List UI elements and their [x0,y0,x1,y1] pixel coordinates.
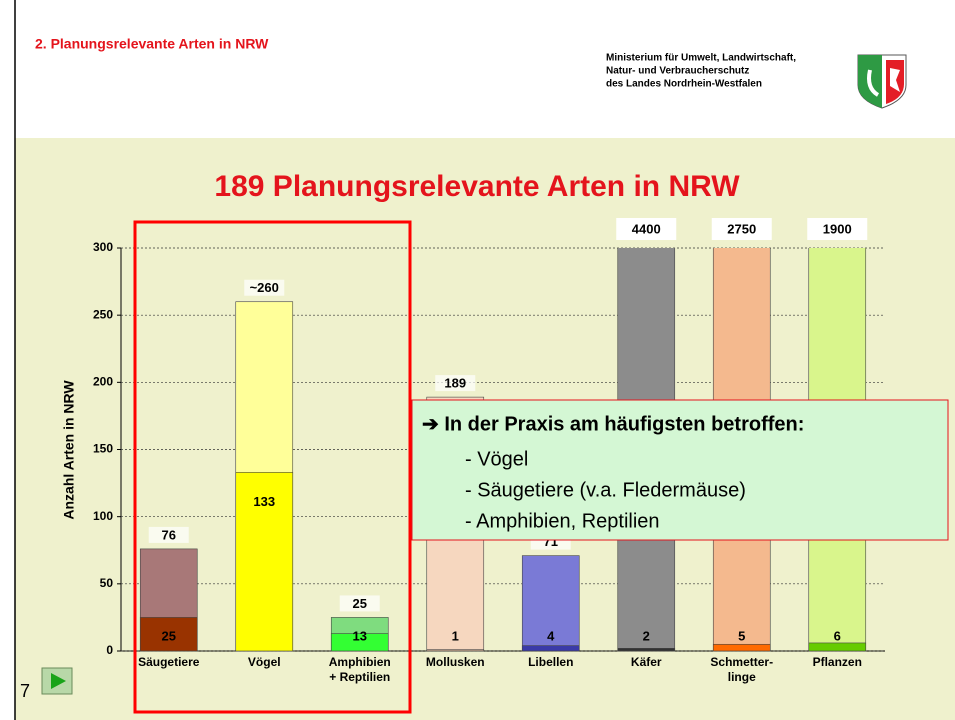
value-label: 2750 [727,221,756,236]
callout-heading: ➔ In der Praxis am häufigsten betroffen: [422,413,804,435]
y-tick-label: 300 [93,240,113,254]
value-label: 1900 [823,221,852,236]
ministry-line: Ministerium für Umwelt, Landwirtschaft, [606,53,796,64]
value-label: 76 [162,527,176,542]
y-tick-label: 200 [93,375,113,389]
y-tick-label: 150 [93,442,113,456]
x-tick-label: Säugetiere [138,655,200,669]
y-tick-label: 250 [93,307,113,321]
bar [522,646,579,651]
chart-title: 189 Planungsrelevante Arten in NRW [214,170,740,203]
value-label: 6 [834,628,841,643]
value-label: ~260 [250,280,279,295]
y-tick-label: 100 [93,509,113,523]
x-tick-label: Mollusken [426,655,485,669]
x-tick-label: Pflanzen [813,655,862,669]
x-tick-label: Libellen [528,655,573,669]
ministry-line: Natur- und Verbraucherschutz [606,66,749,77]
x-tick-label: Käfer [631,655,662,669]
bar [809,643,866,651]
slide: 2. Planungsrelevante Arten in NRW Minist… [0,0,955,720]
y-tick-label: 0 [106,643,113,657]
slide-number: 7 [20,681,30,701]
value-label: 5 [738,628,745,643]
bar [618,648,675,651]
y-axis-label: Anzahl Arten in NRW [61,380,77,520]
value-label: 4 [547,628,555,643]
value-label: 2 [643,628,650,643]
value-label: 13 [353,628,367,643]
callout-item: - Säugetiere (v.a. Fledermäuse) [465,479,746,501]
x-tick-label: Vögel [248,655,281,669]
value-label: 133 [253,494,275,509]
bar [713,644,770,651]
value-label: 189 [444,376,466,391]
value-label: 25 [353,596,367,611]
value-label: 25 [162,628,176,643]
next-button[interactable] [42,668,72,694]
value-label: 4400 [632,221,661,236]
ministry-line: des Landes Nordrhein-Westfalen [606,79,762,90]
y-tick-label: 50 [100,576,114,590]
section-title: 2. Planungsrelevante Arten in NRW [35,36,269,52]
callout-item: - Vögel [465,448,528,470]
value-label: 1 [452,628,459,643]
x-tick-label: Amphibien+ Reptilien [329,655,391,684]
bar [427,650,484,651]
callout-item: - Amphibien, Reptilien [465,510,660,532]
